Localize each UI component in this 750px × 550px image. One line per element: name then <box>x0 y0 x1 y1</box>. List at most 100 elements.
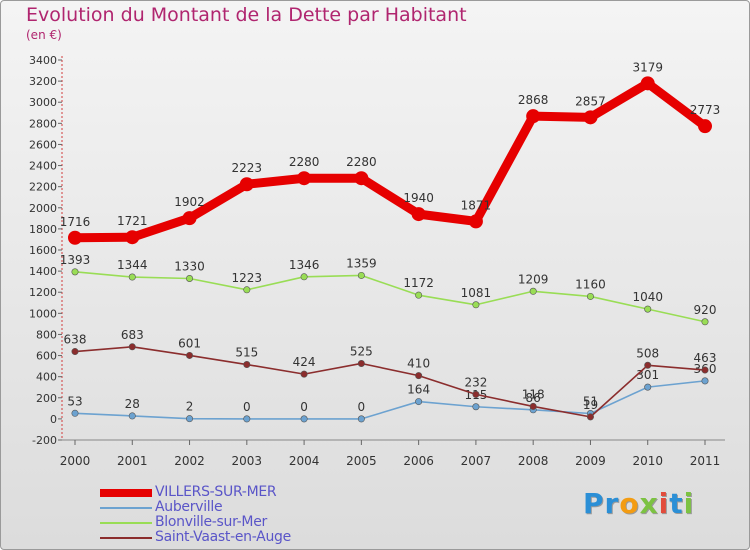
data-point-saint-vaast-en-auge <box>472 390 480 398</box>
y-tick-label: 800 <box>36 328 57 341</box>
data-point-villers-sur-mer <box>182 211 197 226</box>
y-tick-label: 2200 <box>29 181 57 194</box>
data-point-blonville-sur-mer <box>415 291 423 299</box>
y-tick-label: -200 <box>32 434 57 447</box>
data-point-auberville <box>701 377 709 385</box>
data-point-blonville-sur-mer <box>529 287 537 295</box>
chart-title: Evolution du Montant de la Dette par Hab… <box>26 4 467 26</box>
data-label-auberville: 0 <box>300 400 308 414</box>
y-tick-label: 2600 <box>29 138 57 151</box>
x-tick-label: 2007 <box>461 454 492 468</box>
data-label-blonville-sur-mer: 1040 <box>632 290 663 304</box>
data-point-blonville-sur-mer <box>128 273 136 281</box>
data-point-villers-sur-mer <box>411 207 426 222</box>
data-point-villers-sur-mer <box>583 110 598 125</box>
data-point-saint-vaast-en-auge <box>300 370 308 378</box>
x-tick-label: 2003 <box>232 454 263 468</box>
data-label-saint-vaast-en-auge: 410 <box>407 357 430 371</box>
data-label-villers-sur-mer: 2223 <box>232 161 263 175</box>
legend-swatch-blonville-sur-mer <box>100 522 152 524</box>
y-tick-label: 3000 <box>29 96 57 109</box>
legend-label-auberville: Auberville <box>155 499 223 515</box>
data-label-villers-sur-mer: 2857 <box>575 94 606 108</box>
data-point-auberville <box>128 412 136 420</box>
data-label-blonville-sur-mer: 1223 <box>232 271 263 285</box>
data-point-villers-sur-mer <box>640 76 655 91</box>
data-label-blonville-sur-mer: 1359 <box>346 256 377 270</box>
data-label-blonville-sur-mer: 1209 <box>518 272 549 286</box>
data-label-blonville-sur-mer: 1081 <box>461 286 492 300</box>
data-label-auberville: 53 <box>67 394 82 408</box>
data-label-villers-sur-mer: 2868 <box>518 93 549 107</box>
data-label-villers-sur-mer: 2773 <box>690 103 721 117</box>
data-label-auberville: 2 <box>186 400 194 414</box>
data-label-villers-sur-mer: 2280 <box>346 155 377 169</box>
data-label-saint-vaast-en-auge: 638 <box>64 333 87 347</box>
y-tick-label: 3200 <box>29 75 57 88</box>
data-point-blonville-sur-mer <box>243 286 251 294</box>
data-label-saint-vaast-en-auge: 118 <box>522 387 545 401</box>
data-point-saint-vaast-en-auge <box>529 402 537 410</box>
data-label-saint-vaast-en-auge: 424 <box>293 355 316 369</box>
legend-swatch-auberville <box>100 507 152 509</box>
data-point-saint-vaast-en-auge <box>71 348 79 356</box>
data-label-saint-vaast-en-auge: 508 <box>636 346 659 360</box>
data-label-villers-sur-mer: 1716 <box>60 215 91 229</box>
data-point-saint-vaast-en-auge <box>586 413 594 421</box>
data-point-villers-sur-mer <box>68 230 82 245</box>
data-point-saint-vaast-en-auge <box>186 351 194 359</box>
x-tick-label: 2009 <box>575 454 606 468</box>
x-tick-label: 2000 <box>60 454 91 468</box>
brand-logo: Proxiti <box>583 487 695 520</box>
x-tick-label: 2006 <box>403 454 434 468</box>
y-tick-label: 0 <box>50 413 57 426</box>
data-point-villers-sur-mer <box>125 230 140 245</box>
x-tick-label: 2008 <box>518 454 549 468</box>
data-point-saint-vaast-en-auge <box>243 361 251 369</box>
data-label-auberville: 0 <box>358 400 366 414</box>
data-point-saint-vaast-en-auge <box>644 361 652 369</box>
data-label-blonville-sur-mer: 1346 <box>289 258 320 272</box>
series-line-blonville-sur-mer <box>74 271 706 323</box>
data-point-auberville <box>300 415 308 423</box>
data-label-villers-sur-mer: 3179 <box>632 60 663 74</box>
y-tick-label: 1200 <box>29 286 57 299</box>
y-tick-label: 600 <box>36 350 57 363</box>
data-label-saint-vaast-en-auge: 463 <box>694 351 717 365</box>
data-label-blonville-sur-mer: 1330 <box>174 260 205 274</box>
data-point-saint-vaast-en-auge <box>128 343 136 351</box>
data-point-blonville-sur-mer <box>472 301 480 309</box>
data-point-auberville <box>357 415 365 423</box>
legend-label-blonville-sur-mer: Blonville-sur-Mer <box>155 514 267 530</box>
data-point-auberville <box>186 415 194 423</box>
data-point-blonville-sur-mer <box>644 305 652 313</box>
y-tick-label: 1800 <box>29 223 57 236</box>
data-label-saint-vaast-en-auge: 515 <box>235 346 258 360</box>
legend-swatch-saint-vaast-en-auge <box>100 537 152 539</box>
y-tick-label: 1600 <box>29 244 57 257</box>
data-label-villers-sur-mer: 1940 <box>403 191 434 205</box>
data-label-saint-vaast-en-auge: 601 <box>178 336 201 350</box>
legend-swatch-villers-sur-mer <box>100 489 152 497</box>
data-label-blonville-sur-mer: 1393 <box>60 253 91 267</box>
data-point-auberville <box>71 409 79 417</box>
data-point-blonville-sur-mer <box>300 273 308 281</box>
data-label-blonville-sur-mer: 1344 <box>117 258 148 272</box>
data-label-auberville: 28 <box>125 397 140 411</box>
x-tick-label: 2002 <box>174 454 205 468</box>
y-tick-label: 1000 <box>29 307 57 320</box>
series-line-saint-vaast-en-auge <box>74 345 706 418</box>
data-point-blonville-sur-mer <box>357 271 365 279</box>
y-tick-label: 2400 <box>29 160 57 173</box>
data-label-auberville: 164 <box>407 383 430 397</box>
data-point-blonville-sur-mer <box>71 268 79 276</box>
data-label-blonville-sur-mer: 920 <box>694 303 717 317</box>
legend-label-villers-sur-mer: VILLERS-SUR-MER <box>155 484 277 500</box>
x-tick-label: 2004 <box>289 454 320 468</box>
x-tick-label: 2011 <box>690 454 721 468</box>
data-point-auberville <box>415 398 423 406</box>
data-label-auberville: 51 <box>583 395 598 409</box>
data-label-saint-vaast-en-auge: 525 <box>350 344 373 358</box>
data-label-villers-sur-mer: 2280 <box>289 155 320 169</box>
